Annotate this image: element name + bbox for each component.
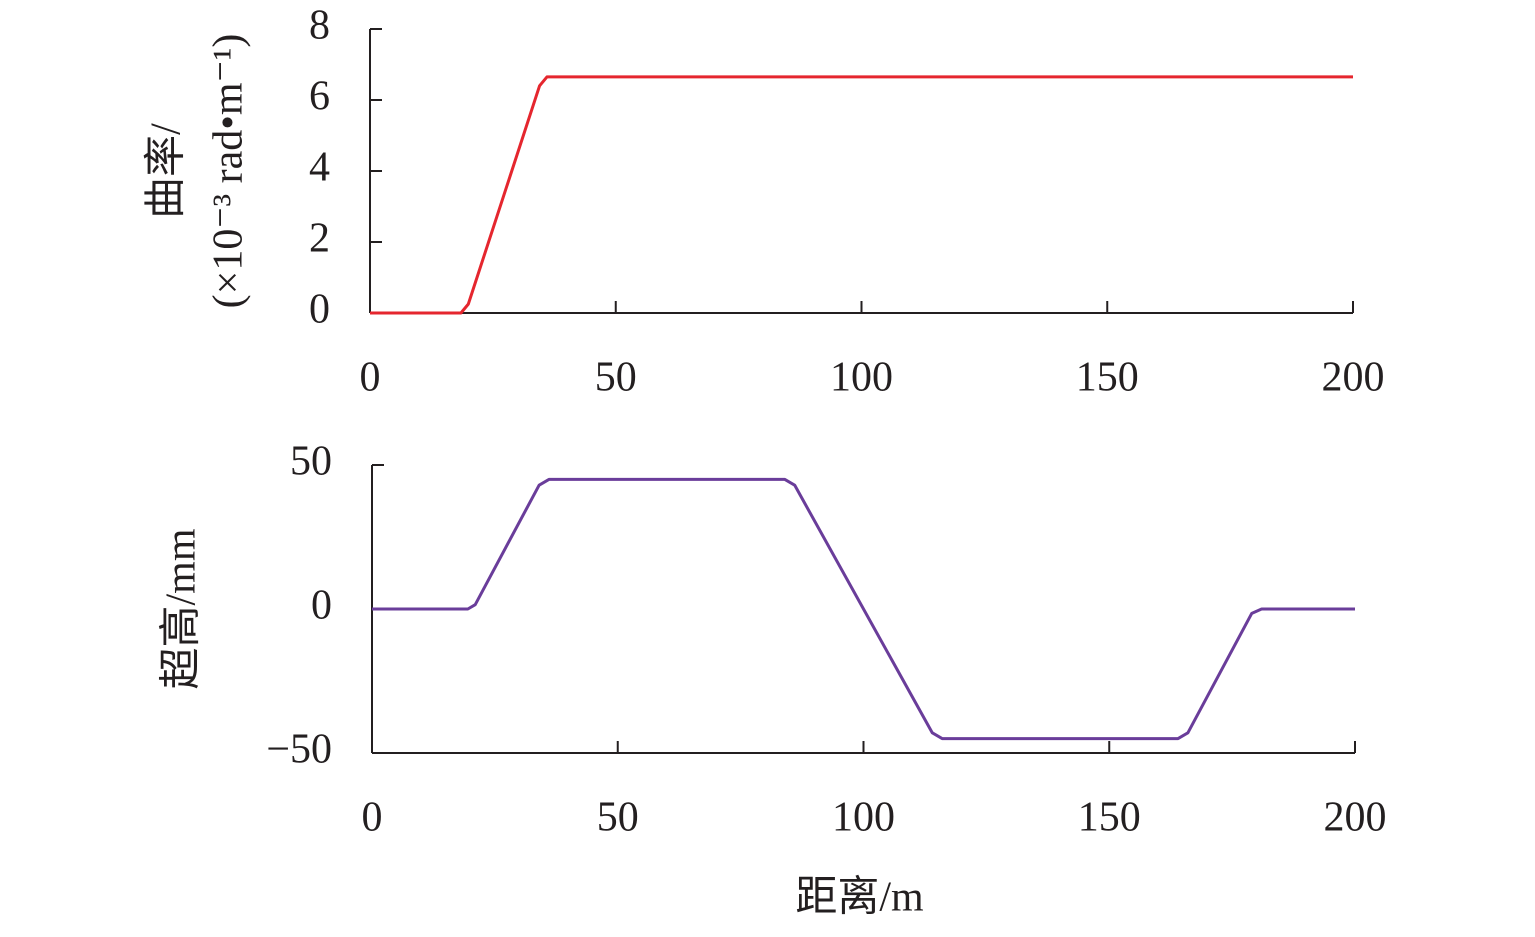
y-tick-label: 4 [309, 145, 330, 191]
x-axis-label: 距离/m [795, 874, 924, 921]
y-tick-label: 2 [309, 216, 330, 262]
x-tick-label: 50 [595, 355, 637, 401]
x-tick-label: 0 [360, 355, 381, 401]
x-tick-label: 200 [1322, 355, 1385, 401]
y-axis-label: 超高/mm [159, 528, 205, 689]
y-tick-label: 0 [309, 287, 330, 333]
data-line [372, 477, 1355, 741]
x-tick-label: 0 [362, 795, 383, 841]
y-tick-label: 6 [309, 74, 330, 120]
y-tick-label: −50 [266, 727, 332, 773]
x-tick-label: 50 [597, 795, 639, 841]
x-tick-label: 150 [1076, 355, 1139, 401]
y-axis-label: 曲率/ [143, 123, 190, 219]
y-tick-label: 50 [290, 439, 332, 485]
y-tick-label: 0 [311, 583, 332, 629]
y-tick-label: 8 [309, 3, 330, 49]
x-tick-label: 100 [832, 795, 895, 841]
x-tick-label: 100 [830, 355, 893, 401]
data-line [370, 75, 1353, 315]
x-tick-label: 150 [1078, 795, 1141, 841]
y-axis-label: (×10⁻³ rad•m⁻¹) [206, 34, 252, 309]
x-tick-label: 200 [1324, 795, 1387, 841]
